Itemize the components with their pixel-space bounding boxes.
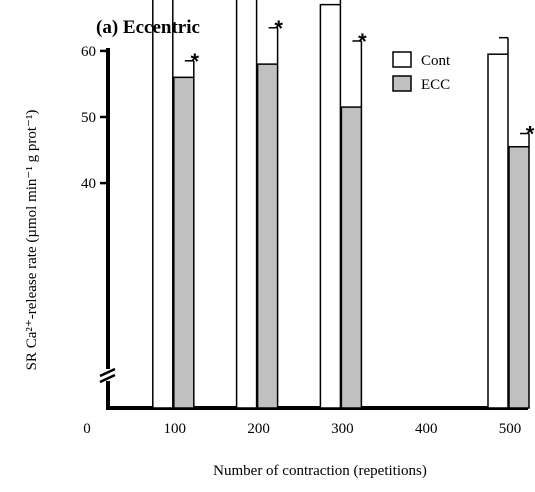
legend-label-ecc: ECC <box>421 77 450 93</box>
y-tick-label: 60 <box>81 44 96 60</box>
x-axis-label: Number of contraction (repetitions) <box>213 463 427 479</box>
x-tick-label: 0 <box>83 421 91 437</box>
chart-title: (a) Eccentric <box>96 17 200 38</box>
axis-break-gap <box>100 369 116 381</box>
bar-cont <box>319 3 342 409</box>
axis-break-mark <box>99 373 116 384</box>
y-tick-label: 50 <box>81 110 96 126</box>
significance-star: * <box>191 49 200 74</box>
bar-ecc <box>508 145 530 409</box>
x-tick-label: 200 <box>247 421 270 437</box>
legend-swatch-cont <box>392 51 412 68</box>
axis-break-mark <box>99 367 116 378</box>
legend-swatch-ecc <box>392 75 412 92</box>
bar-layer: * * * * <box>152 0 535 409</box>
bar-cont <box>487 53 509 409</box>
bar-cont <box>152 0 174 409</box>
x-tick-label: 100 <box>164 421 187 437</box>
bar-cont <box>235 0 258 409</box>
bar-ecc <box>173 76 195 409</box>
chart-axes: 40506070800100200300400500 <box>81 44 528 437</box>
x-tick-label: 400 <box>415 421 438 437</box>
significance-star: * <box>358 29 367 54</box>
y-axis-label: SR Ca²⁺-release rate (µmol min⁻¹ g prot⁻… <box>24 110 40 371</box>
significance-star: * <box>526 122 535 147</box>
significance-star: * <box>274 16 283 41</box>
x-tick-label: 500 <box>499 421 522 437</box>
y-tick-label: 40 <box>81 176 96 192</box>
legend-label-cont: Cont <box>421 53 451 69</box>
bar-ecc <box>340 106 363 409</box>
x-tick-label: 300 <box>331 421 354 437</box>
legend: Cont ECC <box>392 51 451 93</box>
bar-ecc <box>256 63 279 409</box>
